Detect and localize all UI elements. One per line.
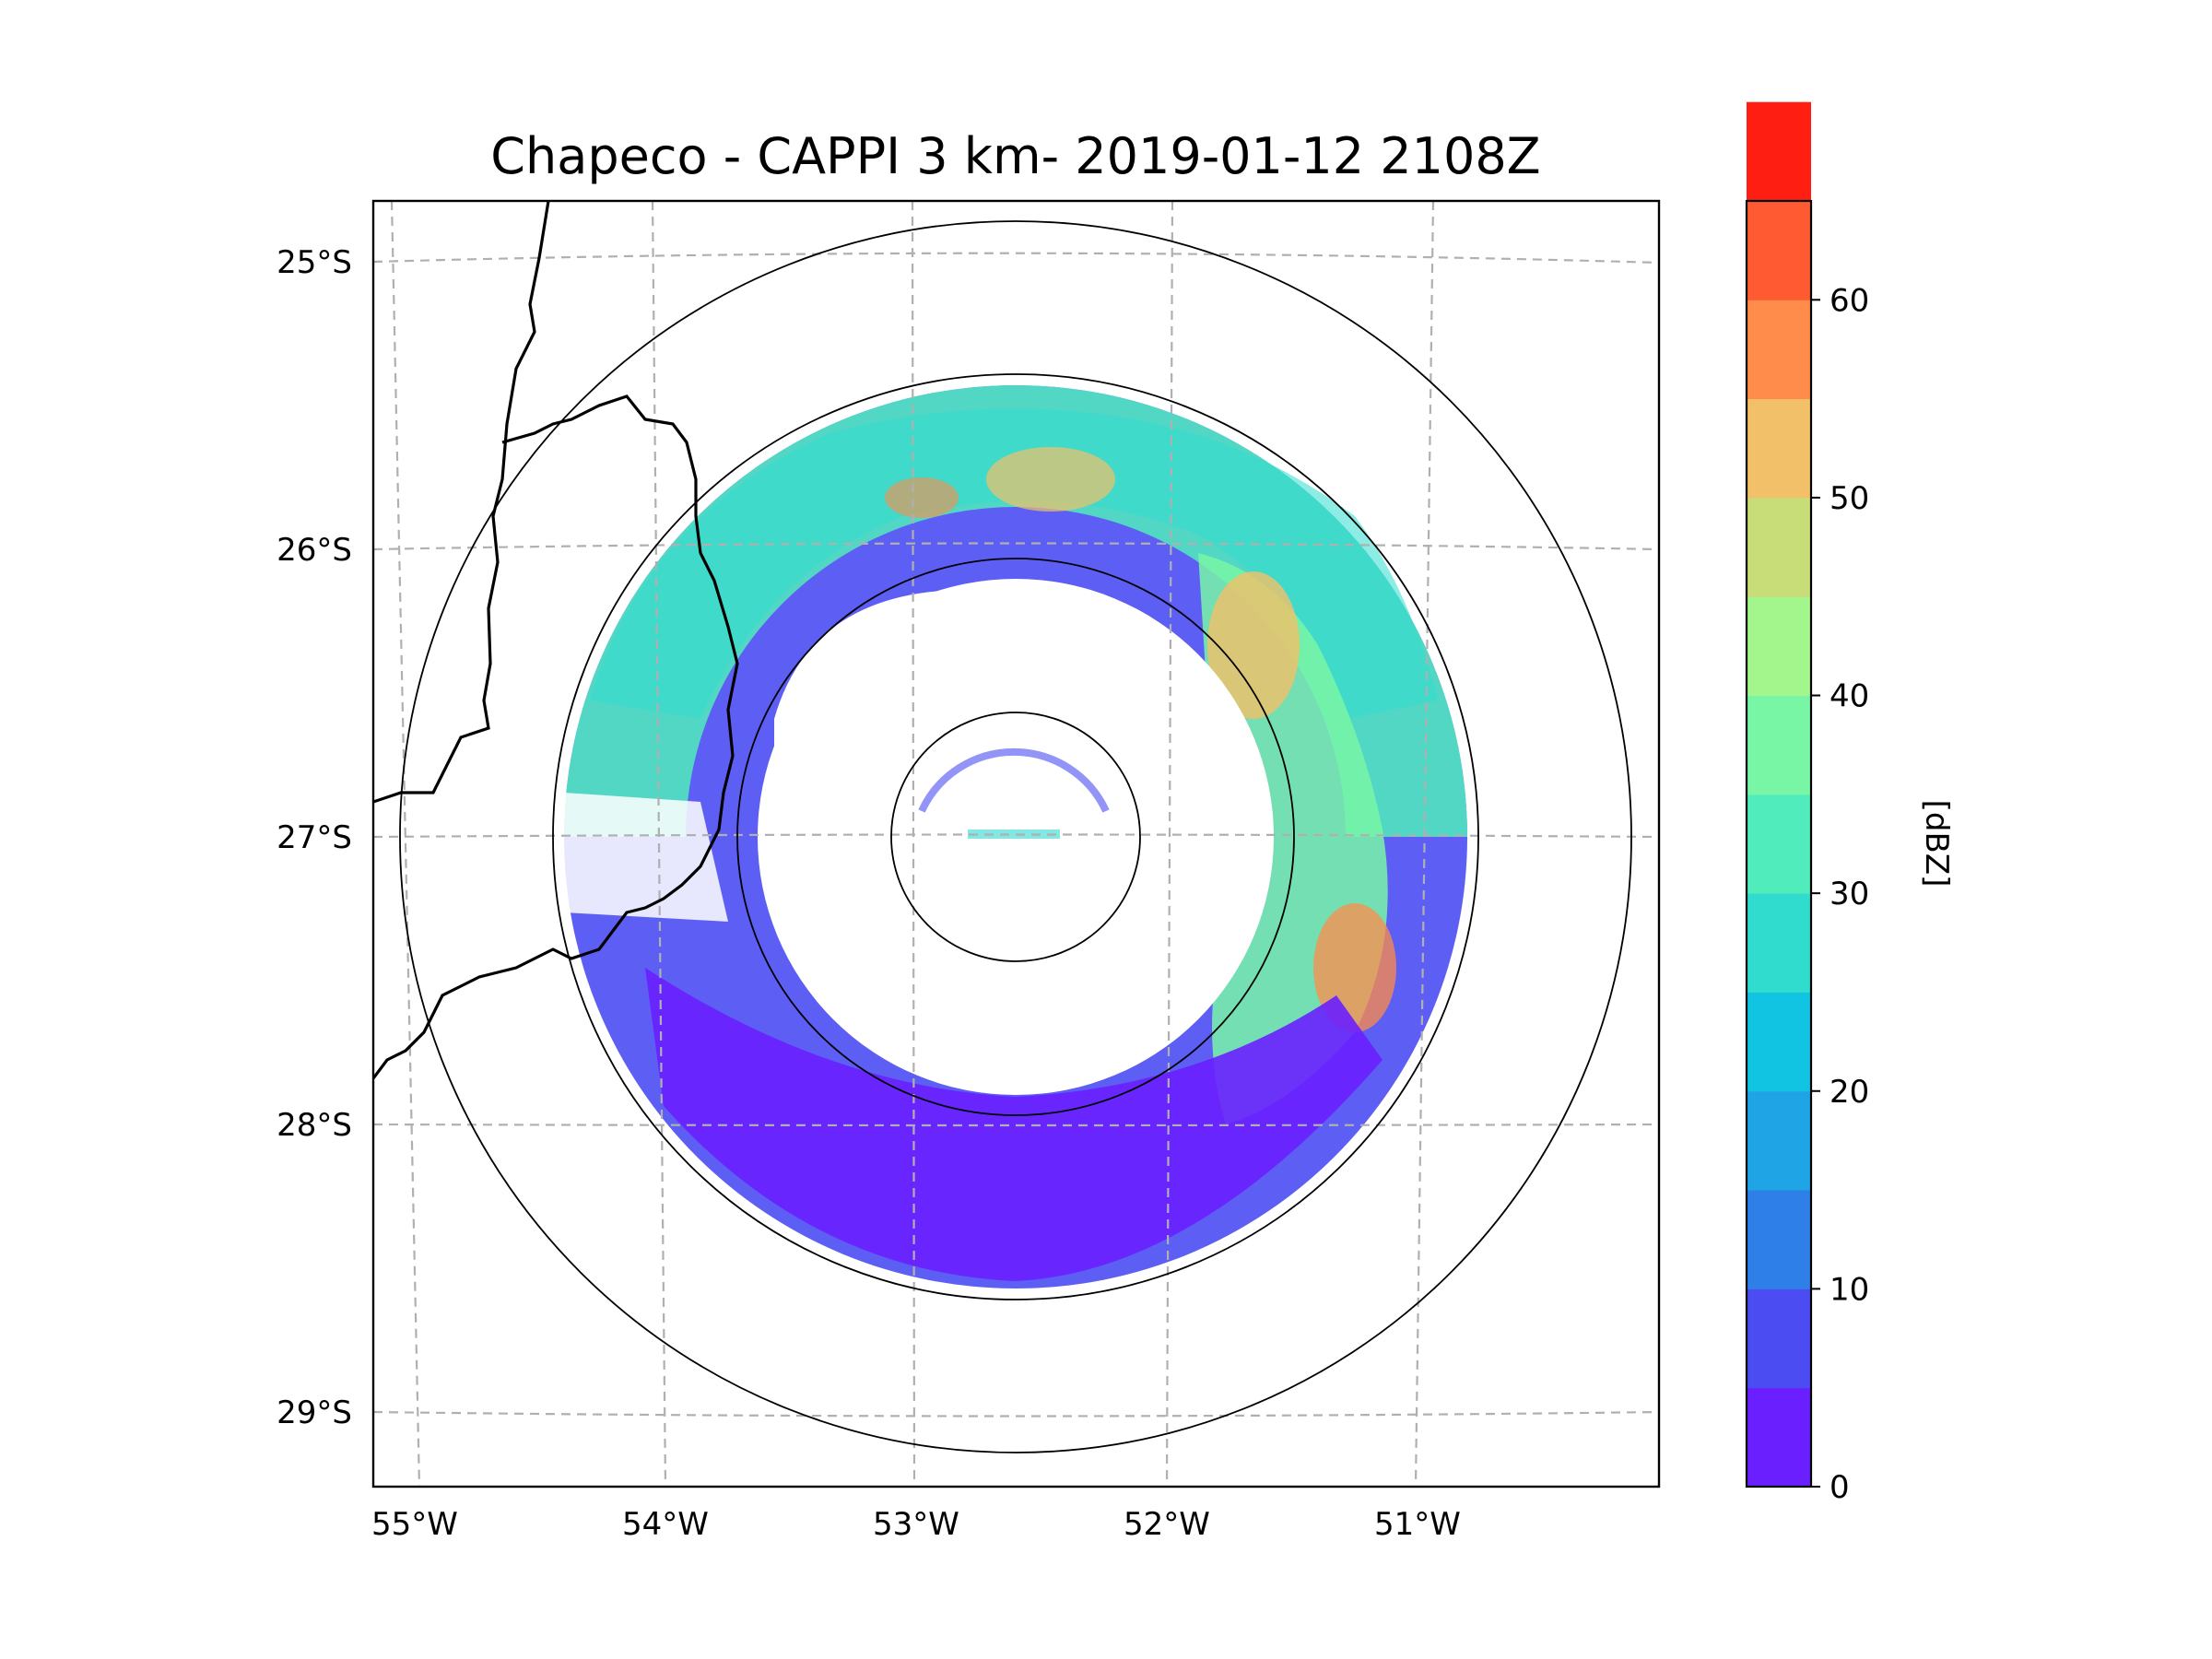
lon-label-54: 54°W: [622, 1506, 709, 1543]
colorbar-tick-label: 20: [1830, 1074, 1869, 1111]
gridline-lat-28: [373, 1123, 1659, 1127]
longitude-labels: 55°W 54°W 53°W 52°W 51°W: [371, 1506, 1461, 1543]
graticule: [373, 201, 1659, 1487]
colorbar-segment: [1747, 992, 1811, 1092]
range-ring-boundary: [399, 220, 1632, 1453]
colorbar-segment: [1747, 398, 1811, 499]
colorbar-segment: [1747, 1190, 1811, 1289]
map-frame: [371, 199, 1661, 1488]
range-ring-outer: [552, 373, 1479, 1300]
lon-label-55: 55°W: [371, 1506, 458, 1543]
colorbar-segment: [1747, 1387, 1811, 1488]
colorbar-segment: [1747, 300, 1811, 400]
lat-label-29: 29°S: [276, 1394, 352, 1431]
colorbar-tick-label: 50: [1830, 480, 1869, 517]
colorbar-segment: [1747, 893, 1811, 993]
colorbar-tick-label: 40: [1830, 678, 1869, 715]
gridline-lon-51: [1414, 201, 1435, 1487]
gridline-lon-53: [911, 201, 916, 1487]
range-rings: [399, 220, 1632, 1453]
colorbar: 0 10 20 30 40 50 60 [dBZ]: [1745, 101, 1955, 1506]
reflectivity-field: [564, 385, 1467, 1288]
colorbar-segment: [1747, 497, 1811, 597]
colorbar-tick-label: 30: [1830, 876, 1869, 912]
colorbar-segment: [1747, 201, 1811, 300]
lat-label-27: 27°S: [276, 819, 352, 856]
gridline-lon-52: [1165, 201, 1174, 1487]
gridline-lat-29: [373, 1410, 1659, 1418]
gridline-lat-26: [373, 542, 1659, 551]
latitude-labels: 25°S 26°S 27°S 28°S 29°S: [276, 244, 352, 1431]
range-ring-middle: [736, 558, 1295, 1116]
colorbar-tick-label: 0: [1830, 1469, 1850, 1506]
map-panel: [373, 201, 1659, 1487]
colorbar-label: [dBZ]: [1918, 800, 1955, 888]
colorbar-segment: [1747, 1090, 1811, 1191]
gridline-lon-55: [390, 201, 421, 1487]
colorbar-segments: [1747, 101, 1811, 1488]
gridline-lon-54: [651, 201, 667, 1487]
lon-label-53: 53°W: [873, 1506, 959, 1543]
colorbar-frame: [1745, 199, 1813, 1488]
chart-title: Chapeco - CAPPI 3 km- 2019-01-12 2108Z: [490, 127, 1540, 185]
colorbar-tick-label: 10: [1830, 1271, 1869, 1308]
colorbar-segment: [1747, 101, 1811, 202]
colorbar-tick-label: 60: [1830, 282, 1869, 319]
colorbar-segment: [1747, 596, 1811, 697]
gridline-lat-27: [373, 833, 1659, 839]
lat-label-28: 28°S: [276, 1107, 352, 1144]
colorbar-segment: [1747, 794, 1811, 894]
border-parana-santa-catarina: [373, 394, 739, 1079]
lon-label-52: 52°W: [1124, 1506, 1210, 1543]
border-argentina-brazil: [373, 201, 550, 804]
lat-label-26: 26°S: [276, 532, 352, 569]
range-ring-inner: [890, 712, 1141, 962]
colorbar-ticks: 0 10 20 30 40 50 60: [1811, 282, 1869, 1506]
gridline-lat-25: [373, 252, 1659, 265]
lon-label-51: 51°W: [1374, 1506, 1461, 1543]
colorbar-segment: [1747, 1288, 1811, 1389]
lat-label-25: 25°S: [276, 244, 352, 281]
colorbar-segment: [1747, 695, 1811, 795]
borders: [373, 201, 739, 1079]
